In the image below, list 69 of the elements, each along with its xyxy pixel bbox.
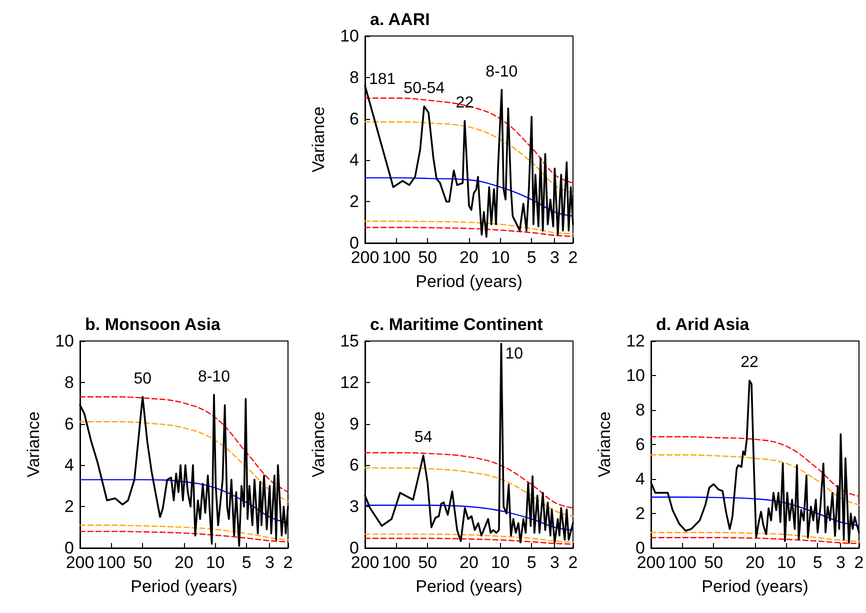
chart-title: d. Arid Asia bbox=[656, 315, 750, 334]
y-tick-label: 12 bbox=[626, 332, 645, 350]
x-tick-label: 2 bbox=[568, 553, 578, 572]
y-tick-label: 8 bbox=[64, 372, 74, 392]
x-tick-label: 100 bbox=[382, 248, 410, 267]
x-tick-label: 50 bbox=[133, 553, 152, 572]
x-tick-label: 100 bbox=[668, 553, 696, 572]
x-tick-label: 50 bbox=[418, 553, 438, 572]
y-tick-label: 6 bbox=[350, 456, 359, 475]
chart-title: b. Monsoon Asia bbox=[85, 315, 221, 334]
annotation: 8-10 bbox=[198, 368, 230, 386]
x-axis-title: Period (years) bbox=[702, 577, 808, 596]
x-tick-label: 3 bbox=[550, 553, 560, 572]
y-tick-label: 10 bbox=[626, 366, 645, 385]
y-tick-label: 3 bbox=[350, 497, 359, 516]
x-tick-label: 3 bbox=[550, 248, 560, 267]
y-axis-title: Variance bbox=[24, 412, 43, 478]
y-tick-label: 12 bbox=[340, 372, 359, 392]
x-tick-label: 20 bbox=[460, 553, 478, 572]
annotation: 50-54 bbox=[404, 80, 445, 97]
y-axis-title: Variance bbox=[595, 412, 614, 478]
y-tick-label: 6 bbox=[64, 414, 74, 434]
y-axis-title: Variance bbox=[309, 412, 328, 478]
x-axis-title: Period (years) bbox=[130, 577, 238, 596]
y-tick-label: 2 bbox=[636, 504, 645, 523]
x-tick-label: 10 bbox=[776, 553, 796, 572]
y-tick-label: 10 bbox=[55, 332, 74, 350]
x-tick-label: 20 bbox=[460, 248, 478, 267]
x-tick-label: 2 bbox=[568, 248, 578, 267]
y-tick-label: 8 bbox=[636, 400, 645, 420]
y-tick-label: 9 bbox=[350, 414, 359, 434]
y-tick-label: 10 bbox=[340, 26, 359, 46]
x-tick-label: 10 bbox=[490, 553, 510, 572]
y-tick-label: 15 bbox=[340, 332, 359, 350]
x-tick-label: 10 bbox=[206, 553, 225, 572]
y-tick-label: 6 bbox=[636, 435, 645, 454]
x-tick-label: 50 bbox=[418, 248, 438, 267]
y-tick-label: 4 bbox=[636, 470, 645, 488]
x-tick-label: 5 bbox=[242, 553, 252, 572]
x-tick-label: 100 bbox=[382, 553, 410, 572]
annotation: 54 bbox=[414, 429, 432, 446]
annotation: 181 bbox=[369, 71, 396, 88]
annotation: 50 bbox=[134, 370, 152, 388]
chart-title: c. Maritime Continent bbox=[370, 315, 544, 334]
x-axis-title: Period (years) bbox=[416, 272, 522, 291]
x-tick-label: 50 bbox=[704, 553, 724, 572]
annotation: 10 bbox=[505, 345, 524, 362]
x-tick-label: 5 bbox=[526, 248, 536, 267]
x-tick-label: 2 bbox=[854, 553, 864, 572]
y-tick-label: 2 bbox=[350, 192, 359, 212]
y-tick-label: 4 bbox=[64, 456, 74, 475]
x-tick-label: 20 bbox=[746, 553, 764, 572]
x-axis-title: Period (years) bbox=[416, 577, 522, 596]
x-tick-label: 100 bbox=[97, 553, 126, 572]
annotation: 8-10 bbox=[486, 63, 518, 80]
x-tick-label: 3 bbox=[836, 553, 846, 572]
annotation: 22 bbox=[740, 354, 758, 372]
y-tick-label: 8 bbox=[350, 68, 359, 87]
x-tick-label: 20 bbox=[174, 553, 194, 572]
x-tick-label: 3 bbox=[264, 553, 274, 572]
y-tick-label: 4 bbox=[350, 150, 359, 170]
y-tick-label: 2 bbox=[64, 497, 74, 516]
y-axis-title: Variance bbox=[309, 106, 328, 172]
chart-title: a. AARI bbox=[370, 10, 430, 29]
x-tick-label: 2 bbox=[283, 553, 293, 572]
x-tick-label: 10 bbox=[490, 248, 510, 267]
x-tick-label: 5 bbox=[812, 553, 822, 572]
y-tick-label: 6 bbox=[350, 109, 359, 128]
x-tick-label: 5 bbox=[526, 553, 536, 572]
